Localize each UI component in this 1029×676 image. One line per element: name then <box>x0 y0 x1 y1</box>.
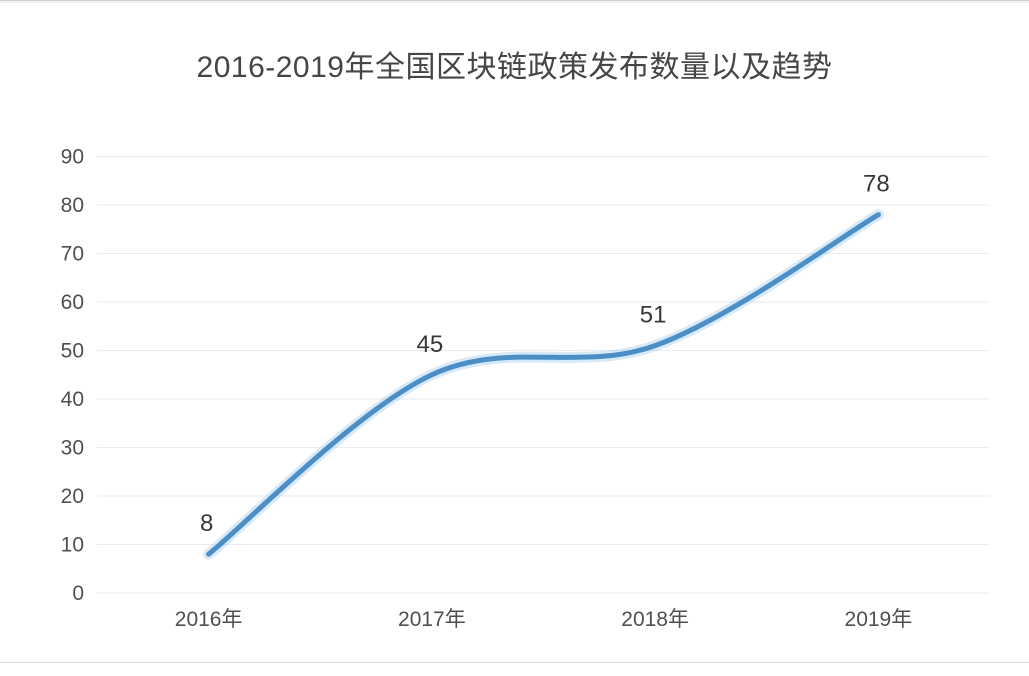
chart-title: 2016-2019年全国区块链政策发布数量以及趋势 <box>196 51 833 84</box>
top-edge-line <box>0 0 1029 3</box>
y-tick-label: 10 <box>61 534 84 557</box>
x-axis-label: 2018年 <box>621 608 689 631</box>
x-axis-label: 2016年 <box>175 608 243 631</box>
y-tick-label: 80 <box>61 194 84 217</box>
y-tick-label: 60 <box>61 291 84 314</box>
data-point-label: 78 <box>863 171 890 198</box>
series-line <box>206 212 881 557</box>
y-tick-label: 50 <box>61 340 84 363</box>
y-tick-label: 20 <box>61 485 84 508</box>
data-point-label: 51 <box>640 302 667 329</box>
y-tick-label: 40 <box>61 388 84 411</box>
y-tick-label: 0 <box>72 582 84 605</box>
y-tick-label: 70 <box>61 243 84 266</box>
x-axis-label: 2017年 <box>398 608 466 631</box>
x-axis-label: 2019年 <box>845 608 913 631</box>
data-point-label: 8 <box>200 510 213 537</box>
data-point-label: 45 <box>417 331 444 358</box>
series-line-glow <box>203 209 884 560</box>
bottom-edge-line <box>0 662 1029 663</box>
y-tick-label: 30 <box>61 437 84 460</box>
y-tick-label: 90 <box>61 146 84 169</box>
